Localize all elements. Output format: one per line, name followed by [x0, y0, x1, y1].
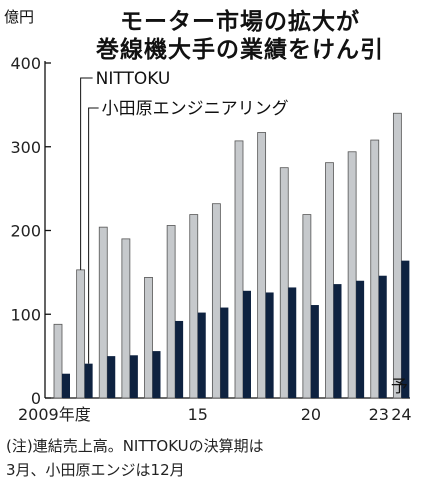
footnote-line-2: 3月、小田原エンジは12月 — [6, 461, 185, 479]
bar-nittoku-2012 — [121, 238, 131, 399]
y-tick-label-200: 200 — [10, 222, 41, 241]
bar-odawara-2013 — [152, 351, 161, 398]
x-tick-label-2009: 2009年度 — [18, 405, 91, 424]
bar-nittoku-2023 — [370, 139, 380, 399]
bar-odawara-2012 — [129, 355, 138, 398]
bar-odawara-2024 — [401, 260, 410, 398]
bar-nittoku-2015 — [189, 214, 199, 399]
legend-label-odawara: 小田原エンジニアリング — [102, 99, 289, 119]
bar-nittoku-2009 — [53, 323, 63, 399]
y-tick-label-300: 300 — [10, 138, 41, 157]
legend-leader-nittoku — [80, 77, 93, 270]
x-tick-label-2023: 23 — [369, 405, 389, 424]
bar-odawara-2020 — [310, 305, 319, 398]
bar-nittoku-2021 — [325, 162, 334, 399]
y-axis-unit-label: 億円 — [4, 8, 35, 26]
chart-title-line-2: 巻線機大手の業績をけん引 — [96, 37, 384, 63]
y-tick-label-0: 0 — [31, 389, 41, 408]
bar-odawara-2016 — [220, 307, 229, 398]
bar-odawara-2017 — [243, 290, 251, 398]
bar-odawara-2009 — [62, 373, 70, 398]
bar-odawara-2014 — [175, 320, 184, 398]
bar-nittoku-2018 — [257, 132, 267, 399]
forecast-label: 予 — [391, 377, 408, 397]
bar-nittoku-2016 — [211, 203, 221, 399]
bar-odawara-2011 — [107, 356, 116, 398]
bar-odawara-2010 — [84, 363, 93, 398]
legend-leader-odawara — [88, 107, 99, 364]
bar-nittoku-2014 — [166, 225, 176, 399]
bar-nittoku-2011 — [98, 226, 108, 399]
x-tick-label-2015: 15 — [188, 405, 208, 424]
bar-odawara-2021 — [333, 284, 342, 398]
footnote-line-1: (注)連結売上高。NITTOKUの決算期は — [6, 437, 264, 455]
y-tick-label-100: 100 — [10, 305, 41, 324]
x-tick-label-2024: 24 — [391, 405, 411, 424]
bar-nittoku-2019 — [279, 167, 289, 399]
bar-odawara-2018 — [265, 292, 274, 398]
bar-nittoku-2020 — [302, 214, 312, 399]
legend-label-nittoku: NITTOKU — [96, 69, 171, 89]
bar-nittoku-2024 — [392, 112, 402, 399]
bar-odawara-2023 — [378, 275, 387, 398]
bar-nittoku-2017 — [234, 140, 244, 399]
bar-odawara-2022 — [356, 280, 365, 398]
x-tick-label-2020: 20 — [301, 405, 321, 424]
chart-title-line-1: モーター市場の拡大が — [120, 9, 360, 35]
y-tick-label-400: 400 — [10, 54, 41, 73]
bar-odawara-2015 — [197, 312, 206, 398]
bar-odawara-2019 — [288, 287, 297, 398]
bar-nittoku-2022 — [347, 151, 357, 399]
bar-nittoku-2013 — [144, 276, 153, 399]
bar-nittoku-2010 — [76, 269, 86, 399]
